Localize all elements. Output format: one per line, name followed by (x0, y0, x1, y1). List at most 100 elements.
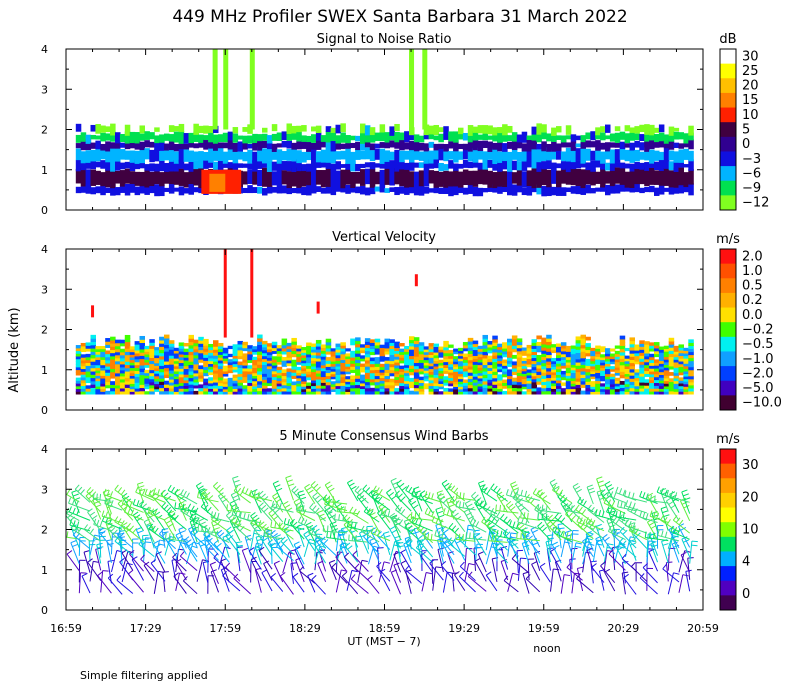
snr-cell (115, 132, 121, 144)
velocity-cell (95, 375, 101, 379)
velocity-cell (173, 378, 180, 382)
velocity-cell (433, 385, 439, 389)
velocity-cell (536, 390, 542, 395)
wind-barb-shaft (337, 511, 358, 515)
velocity-cell (629, 381, 635, 386)
velocity-cell (281, 360, 288, 364)
velocity-cell (266, 365, 273, 370)
wind-barb-flag (251, 489, 258, 493)
snr-cell (203, 139, 209, 150)
velocity-cell (629, 362, 635, 367)
velocity-cell (531, 369, 537, 374)
wind-barb-shaft (678, 574, 684, 593)
velocity-cell (683, 383, 689, 387)
velocity-cell (678, 344, 684, 348)
velocity-cell (688, 366, 694, 371)
snr-cell (252, 139, 258, 151)
velocity-cell (502, 391, 508, 395)
velocity-cell (462, 342, 469, 346)
velocity-cell (75, 345, 82, 349)
velocity-cell (614, 356, 621, 360)
snr-cell (644, 162, 650, 171)
snr-cell (360, 163, 366, 169)
velocity-cell (389, 360, 395, 365)
snr-cell (124, 140, 131, 150)
wind-barb-flag (607, 543, 614, 546)
velocity-cell (458, 376, 464, 380)
snr-cell (575, 160, 582, 169)
wind-barb-shaft (222, 575, 241, 592)
snr-cell (183, 172, 190, 188)
velocity-cell (139, 358, 145, 363)
velocity-cell (320, 353, 327, 357)
snr-cell (173, 126, 180, 132)
wind-barb-flag (424, 507, 429, 514)
wind-barb-flag (435, 517, 439, 524)
snr-cell (663, 134, 670, 144)
velocity-cell (149, 366, 155, 371)
wind-barb-flag (525, 574, 531, 580)
velocity-cell (311, 357, 317, 361)
snr-cell (330, 169, 337, 185)
velocity-cell (516, 353, 523, 358)
wind-barb-flag (577, 566, 584, 569)
snr-cell (80, 141, 87, 151)
velocity-cell (482, 357, 488, 362)
wind-barb-flag (153, 487, 156, 494)
velocity-cell (521, 357, 528, 361)
velocity-cell (590, 388, 596, 392)
velocity-cell (262, 361, 268, 366)
velocity-cell (105, 372, 111, 376)
wind-barb-shaft (150, 562, 166, 582)
velocity-cell (188, 334, 194, 339)
velocity-cell (301, 360, 307, 364)
velocity-cell (124, 338, 131, 343)
wind-barb-flag (473, 494, 479, 500)
wind-barb-flag (68, 506, 72, 513)
wind-barb-shaft (179, 555, 198, 572)
snr-cell (575, 184, 582, 195)
velocity-cell (580, 384, 586, 388)
velocity-cell (458, 365, 464, 369)
velocity-cell (360, 388, 366, 392)
wind-barb-flag (383, 531, 390, 534)
velocity-cell (188, 344, 194, 349)
velocity-cell (173, 355, 180, 359)
velocity-cell (345, 376, 351, 380)
snr-cell (330, 183, 337, 196)
velocity-cell (350, 366, 356, 370)
snr-cell (198, 184, 204, 194)
velocity-cell (257, 384, 263, 388)
snr-cell (173, 151, 180, 164)
velocity-cell (619, 348, 626, 353)
wind-barb-flag (261, 504, 267, 510)
snr-cell (389, 133, 395, 141)
wind-barb-flag (619, 511, 622, 518)
velocity-cell (311, 349, 317, 353)
snr-cell (438, 171, 444, 187)
wind-barb-flag (169, 539, 176, 543)
wind-barb-flag (579, 517, 583, 524)
wind-barb-flag (352, 508, 357, 515)
velocity-cell (590, 355, 596, 359)
snr-cell (453, 140, 459, 152)
snr-cell (198, 162, 204, 169)
velocity-cell (663, 351, 670, 355)
snr-cell (458, 171, 464, 188)
velocity-cell (340, 391, 346, 395)
snr-cell (423, 151, 430, 164)
velocity-cell (472, 349, 479, 354)
wind-barb-flag (294, 524, 301, 530)
wind-barb-shaft (110, 550, 118, 572)
wind-barb-flag (128, 569, 134, 575)
wind-barb-flag (440, 561, 447, 566)
snr-cell (232, 161, 239, 172)
velocity-cell (119, 354, 126, 359)
velocity-cell (355, 353, 361, 357)
snr-cell (360, 185, 366, 195)
snr-cell (556, 163, 562, 169)
velocity-cell (575, 368, 582, 373)
velocity-cell (438, 364, 444, 369)
velocity-cell (110, 355, 116, 360)
wind-barb-flag (258, 520, 262, 527)
